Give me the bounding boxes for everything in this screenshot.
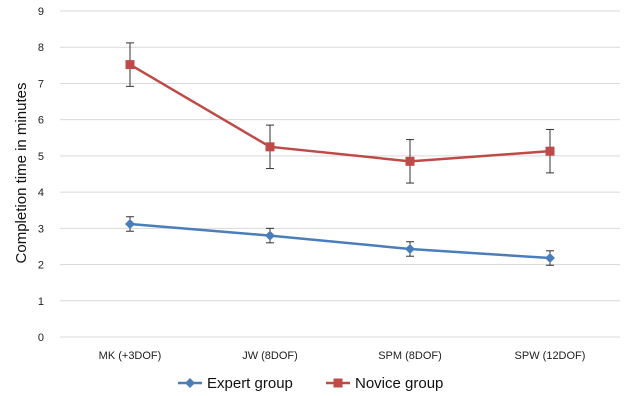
series-line (129, 222, 551, 260)
y-axis-title: Completion time in minutes (13, 83, 30, 264)
y-tick-label: 5 (38, 151, 44, 163)
legend-item: Expert group (178, 375, 293, 392)
y-tick-label: 8 (38, 42, 44, 54)
series-expert-group (125, 216, 555, 266)
legend-marker-square (333, 378, 343, 388)
legend: Expert group Novice group (178, 375, 443, 392)
series-layer (125, 42, 555, 266)
x-tick-label: JW (8DOF) (242, 350, 298, 362)
data-point-diamond (265, 230, 275, 241)
data-point-diamond (125, 218, 135, 229)
series-line (129, 63, 551, 163)
y-axis-ticks: 0 1 2 3 4 5 6 7 8 9 (38, 6, 44, 344)
x-axis-ticks: MK (+3DOF) JW (8DOF) SPM (8DOF) SPW (12DOF) (99, 350, 586, 362)
y-tick-label: 7 (38, 78, 44, 90)
data-point-diamond (405, 243, 415, 254)
y-tick-label: 4 (38, 187, 44, 199)
x-tick-label: SPM (8DOF) (378, 350, 442, 362)
y-tick-label: 0 (38, 332, 44, 344)
data-point-square (265, 142, 275, 152)
legend-label: Novice group (355, 375, 443, 392)
x-tick-label: MK (+3DOF) (99, 350, 162, 362)
y-tick-label: 2 (38, 260, 44, 272)
legend-marker-diamond (185, 378, 195, 388)
legend-label: Expert group (207, 375, 293, 392)
series-novice-group (125, 42, 555, 184)
gridlines (60, 10, 620, 338)
data-point-square (545, 146, 555, 156)
data-point-square (405, 156, 415, 166)
y-tick-label: 6 (38, 115, 44, 127)
data-point-diamond (545, 253, 555, 264)
data-point-square (125, 60, 135, 70)
legend-item: Novice group (326, 375, 443, 392)
y-tick-label: 3 (38, 223, 44, 235)
y-tick-label: 9 (38, 6, 44, 18)
y-tick-label: 1 (38, 296, 44, 308)
x-tick-label: SPW (12DOF) (515, 350, 586, 362)
